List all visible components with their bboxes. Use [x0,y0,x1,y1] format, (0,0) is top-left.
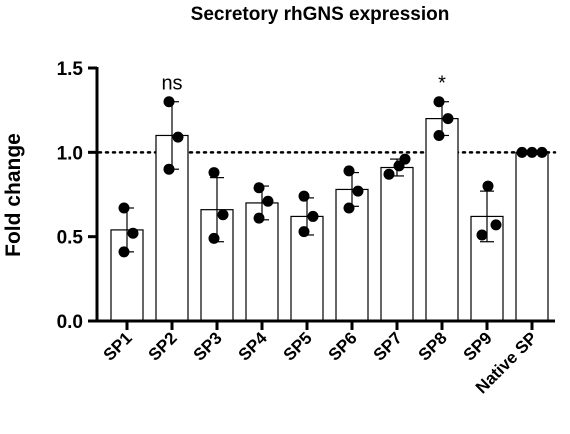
data-point [217,209,229,221]
x-tick-label: SP4 [235,328,272,365]
bar-sp7 [380,166,414,322]
data-point [163,96,175,108]
data-point [536,146,548,158]
data-point [208,167,220,179]
data-point [526,146,538,158]
data-point [490,219,502,231]
y-tick-label: 0.5 [57,228,84,249]
annotations: ns * [161,73,446,95]
y-tick-label: 1.5 [57,59,84,80]
x-tick-label: SP9 [460,328,496,364]
data-point [383,168,395,180]
x-tick-label: SP6 [325,328,361,364]
x-tick-label: SP7 [370,328,406,364]
data-point [172,131,184,143]
data-point [343,202,355,214]
data-point [399,153,411,165]
annotation-label: ns [161,73,182,95]
x-tick-label: SP2 [145,328,181,364]
data-point [118,246,130,258]
y-tick-label: 1.0 [57,143,83,164]
data-point [253,212,265,224]
data-point [352,185,364,197]
data-point [442,113,454,125]
x-tick-label: SP5 [280,328,316,364]
data-point [433,129,445,141]
data-point [253,182,265,194]
x-tick-label: SP3 [190,328,226,364]
data-point [262,195,274,207]
chart-title: Secretory rhGNS expression [191,4,450,25]
y-tick-label: 0.0 [57,312,83,333]
x-tick-label: SP8 [415,328,451,364]
bar-sp8 [425,117,459,322]
bars [110,117,549,322]
data-point [298,190,310,202]
data-point [163,163,175,175]
data-point [118,202,130,214]
bar-native-sp [515,151,549,322]
y-axis-ticks: 0.0 0.5 1.0 1.5 [57,59,97,333]
data-points [118,96,548,258]
data-point [298,226,310,238]
data-point [343,165,355,177]
data-point [433,96,445,108]
y-axis-label: Fold change [2,133,25,257]
annotation-label: * [438,73,446,95]
data-point [208,232,220,244]
data-point [476,229,488,241]
data-point [127,227,139,239]
x-tick-label: SP1 [100,328,136,364]
data-point [516,146,528,158]
data-point [307,210,319,222]
data-point [482,180,494,192]
